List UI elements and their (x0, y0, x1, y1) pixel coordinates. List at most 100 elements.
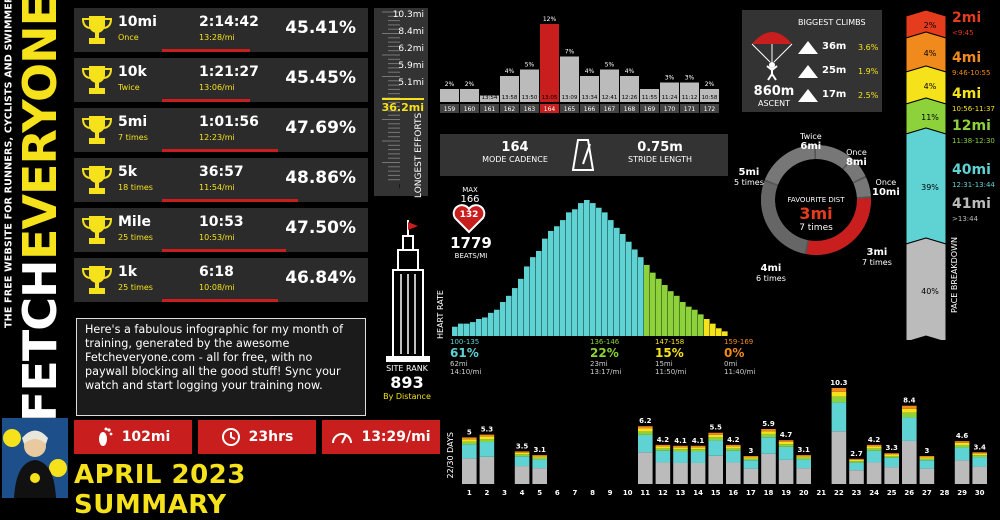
hr-bar (530, 257, 536, 336)
daily-bar-segment (796, 468, 811, 484)
daily-day-label: 14 (693, 489, 703, 497)
pace-breakdown-range: 11:38-12:30 (952, 137, 995, 145)
daily-bar-segment (743, 460, 759, 469)
daily-bar-segment (690, 462, 706, 484)
daily-bar-segment (690, 451, 706, 463)
daily-bar-segment (655, 444, 671, 447)
record-pace: 10:53/mi (199, 233, 235, 242)
favourite-distance-ring (761, 145, 871, 255)
ring-segment (815, 145, 852, 169)
daily-bar-segment (972, 457, 987, 467)
daily-value-label: 3.1 (533, 446, 546, 454)
hr-zone: 136-146 22% 23mi 13:17/mi (590, 338, 621, 376)
daily-value-label: 10.3 (830, 379, 847, 387)
record-percent: 47.69% (285, 118, 356, 138)
pace-breakdown-range: 12:31-13:44 (952, 181, 995, 189)
fav-title: FAVOURITE DIST (787, 196, 845, 204)
mountain-icon (798, 89, 818, 102)
cadence-tick-bg (540, 104, 559, 113)
hr-bar (590, 203, 596, 336)
pace-breakdown-distance: 41mi (952, 196, 991, 212)
longest-efforts-panel: 10.3mi 8.4mi 6.2mi 5.9mi 5.1mi 36.2mi (374, 8, 428, 196)
pace-stack-pct: 40% (921, 287, 939, 296)
summary-distance: 102mi (74, 420, 192, 454)
hr-bar (578, 203, 584, 336)
record-pace: 10:08/mi (199, 283, 235, 292)
daily-bar-segment (849, 461, 864, 463)
ring-segment (843, 159, 866, 183)
skyscraper-icon (386, 220, 430, 362)
fav-times: 7 times (799, 223, 833, 233)
fav-label-times: 6 times (756, 274, 786, 283)
cadence-tick-label: 166 (584, 106, 596, 113)
record-row: 5mi 7 times 1:01:56 12:23/mi 47.69% (74, 108, 368, 152)
hr-bar (698, 314, 704, 336)
daily-bar-segment (761, 453, 776, 484)
daily-bar-segment (479, 442, 495, 457)
record-count: 25 times (118, 233, 153, 242)
daily-bar-segment (796, 457, 811, 460)
daily-bar-segment (726, 446, 741, 449)
daily-day-label: 3 (502, 489, 507, 497)
cadence-tick-label: 161 (484, 106, 496, 113)
description-box: Here's a fabulous infographic for my mon… (76, 318, 366, 416)
daily-bar-segment (866, 444, 882, 447)
daily-day-label: 1 (467, 489, 472, 497)
hr-bar (704, 319, 710, 336)
daily-bar-segment (954, 442, 970, 445)
daily-day-label: 22 (834, 489, 844, 497)
daily-bar-segment (884, 457, 899, 468)
daily-day-label: 24 (869, 489, 879, 497)
daily-bar-segment (690, 447, 706, 450)
daily-bar-segment (954, 447, 970, 461)
hr-bar (488, 312, 494, 336)
cadence-bar (540, 24, 559, 102)
hr-zone-distance: 0mi (724, 360, 738, 368)
hr-bar (680, 302, 686, 336)
hr-zone-range: 147-158 (655, 338, 685, 346)
daily-bar-segment (479, 456, 495, 484)
cadence-tick-label: 172 (704, 106, 716, 113)
daily-bar-segment (479, 436, 495, 440)
daily-bar-segment (532, 459, 547, 469)
cadence-tick-label: 171 (684, 106, 696, 113)
hr-bar (656, 278, 662, 336)
hr-axis-label: HEART RATE (436, 290, 445, 339)
fav-label-dist: 6mi (800, 141, 822, 152)
fav-label-dist: 5mi (738, 167, 760, 178)
pace-stack-pct: 4% (924, 82, 937, 91)
record-time: 1:21:27 (199, 64, 259, 80)
fav-segment-label: Once 8mi (846, 148, 867, 168)
daily-bar-segment (849, 462, 864, 471)
daily-value-label: 3.3 (885, 444, 898, 452)
hr-zone-distance: 23mi (590, 360, 608, 368)
daily-bar-segment (866, 448, 882, 451)
cadence-pct-label: 2% (465, 81, 475, 88)
daily-bar-segment (532, 456, 547, 458)
daily-bar-segment (462, 441, 477, 445)
hr-bar (638, 257, 644, 336)
daily-bar-segment (796, 455, 811, 457)
record-distance: 5k (118, 164, 138, 180)
fav-label-times: Once (875, 178, 897, 187)
daily-bar-segment (902, 417, 917, 441)
hr-bar (470, 322, 476, 336)
cadence-tick-label: 160 (464, 106, 476, 113)
cadence-pct-label: 2% (445, 81, 455, 88)
trophy-icon (81, 216, 113, 244)
daily-day-label: 23 (852, 489, 862, 497)
daily-bar-segment (726, 448, 741, 451)
pace-stack-pct: 2% (924, 21, 937, 30)
record-pace: 13:28/mi (199, 33, 235, 42)
cadence-tick-label: 162 (504, 106, 516, 113)
ruler-icon (382, 11, 400, 189)
hr-zone-pct: 22% (590, 346, 619, 360)
daily-bar-segment (708, 432, 723, 435)
record-row: 10k Twice 1:21:27 13:06/mi 45.45% (74, 58, 368, 102)
hr-average: 132 (459, 210, 479, 220)
ring-segment (853, 177, 871, 198)
mountain-shape (798, 89, 818, 102)
summary-time: 23hrs (198, 420, 316, 454)
hr-bar (668, 291, 674, 336)
hr-bar (716, 328, 722, 336)
